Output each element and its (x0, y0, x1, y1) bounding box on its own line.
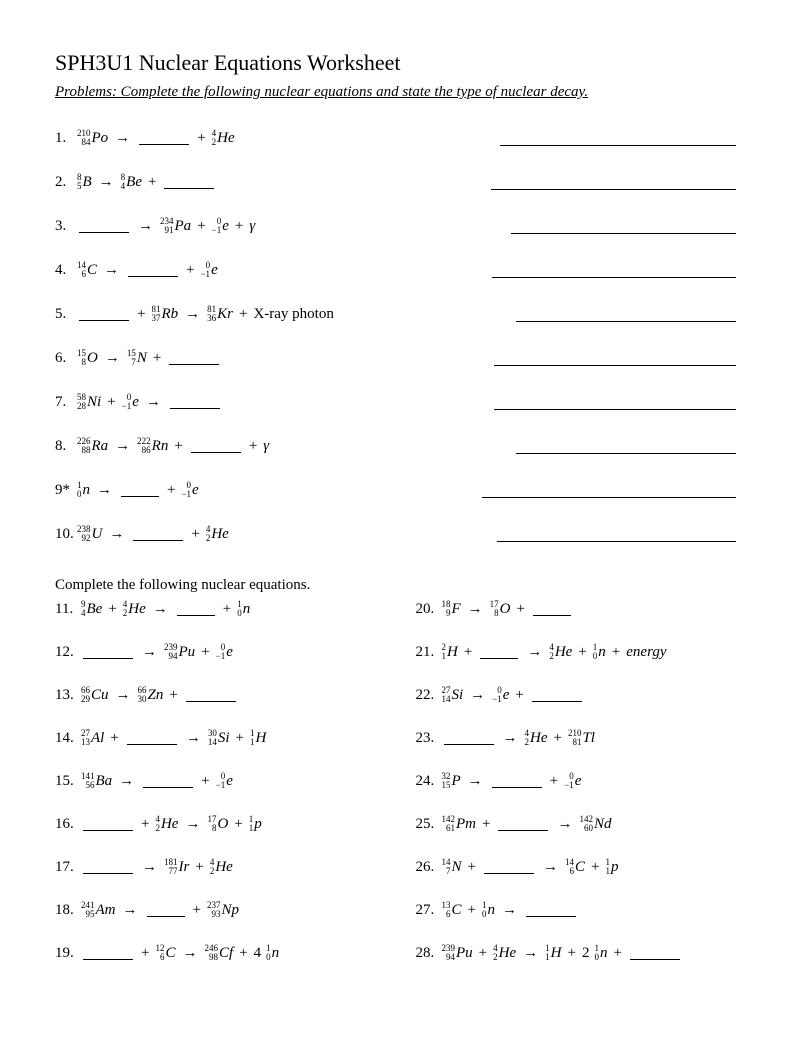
answer-blank (482, 482, 736, 498)
equation: 2714Si → 0−1e + (442, 686, 584, 704)
problem-11: 11. 94Be + 42He → + 10n (55, 600, 376, 618)
problem-number: 25. (416, 816, 442, 833)
equation: 2713Al + → 3014Si + 11H (81, 729, 266, 747)
problem-number: 3. (55, 218, 77, 235)
problem-1: 1. 21084Po → + 42He (55, 129, 736, 147)
equation: 10n → + 0−1e (77, 481, 199, 499)
equation: 94Be + 42He → + 10n (81, 600, 250, 618)
equation: 14156Ba → + 0−1e (81, 772, 233, 790)
problem-2: 2. 85B → 84Be + (55, 173, 736, 191)
problem-number: 8. (55, 438, 77, 455)
problem-number: 12. (55, 644, 81, 661)
answer-blank (494, 394, 736, 410)
problem-number: 24. (416, 773, 442, 790)
answer-blank (497, 526, 736, 542)
equation: 14261Pm + → 14260Nd (442, 815, 612, 833)
equation: 5828Ni + 0−1e → (77, 393, 222, 411)
equation: 24195Am → + 23793Np (81, 901, 239, 919)
equation: 3215P → + 0−1e (442, 772, 582, 790)
equation: 85B → 84Be + (77, 173, 216, 191)
problem-number: 14. (55, 730, 81, 747)
problem-number: 11. (55, 601, 81, 618)
equation: 21084Po → + 42He (77, 129, 235, 147)
equation: → 42He + 21081Tl (442, 729, 595, 747)
equation: 21H + → 42He + 10n + energy (442, 643, 667, 661)
problem-number: 28. (416, 945, 442, 962)
problem-8: 8. 22688Ra → 22286Rn + + γ (55, 437, 736, 455)
problem-number: 17. (55, 859, 81, 876)
problem-number: 10. (55, 526, 77, 543)
problem-number: 21. (416, 644, 442, 661)
equation: 136C + 10n → (442, 901, 578, 919)
problem-number: 6. (55, 350, 77, 367)
problem-18: 18. 24195Am → + 23793Np (55, 901, 376, 919)
answer-blank (494, 350, 736, 366)
problem-17: 17. → 18177Ir + 42He (55, 858, 376, 876)
problem-7: 7. 5828Ni + 0−1e → (55, 393, 736, 411)
problem-20: 20. 189F → 178O + (416, 600, 737, 618)
problem-number: 4. (55, 262, 77, 279)
problem-number: 16. (55, 816, 81, 833)
problem-number: 18. (55, 902, 81, 919)
equation: 23892U → + 42He (77, 525, 229, 543)
page-title: SPH3U1 Nuclear Equations Worksheet (55, 50, 736, 76)
problem-number: 1. (55, 130, 77, 147)
problem-22: 22. 2714Si → 0−1e + (416, 686, 737, 704)
problem-number: 9* (55, 482, 77, 499)
equation: 189F → 178O + (442, 600, 573, 618)
problem-15: 15. 14156Ba → + 0−1e (55, 772, 376, 790)
equation: → 23491Pa + 0−1e + γ (77, 217, 255, 235)
answer-blank (511, 218, 736, 234)
answer-blank (491, 174, 736, 190)
problem-number: 27. (416, 902, 442, 919)
equation: 6629Cu → 6630Zn + (81, 686, 238, 704)
answer-blank (500, 130, 736, 146)
problem-5: 5. + 8137Rb → 8136Kr + X-ray photon (55, 305, 736, 323)
problem-13: 13. 6629Cu → 6630Zn + (55, 686, 376, 704)
problem-24: 24. 3215P → + 0−1e (416, 772, 737, 790)
equation: + 8137Rb → 8136Kr + X-ray photon (77, 305, 334, 323)
equation: 147N + → 146C + 11p (442, 858, 619, 876)
problem-27: 27. 136C + 10n → (416, 901, 737, 919)
problem-number: 22. (416, 687, 442, 704)
problem-23: 23. → 42He + 21081Tl (416, 729, 737, 747)
equation: → 18177Ir + 42He (81, 858, 233, 876)
problem-26: 26. 147N + → 146C + 11p (416, 858, 737, 876)
problem-9: 9* 10n → + 0−1e (55, 481, 736, 499)
equation: 146C → + 0−1e (77, 261, 218, 279)
equation: + 42He → 178O + 11p (81, 815, 262, 833)
problem-21: 21. 21H + → 42He + 10n + energy (416, 643, 737, 661)
problem-number: 23. (416, 730, 442, 747)
problem-16: 16. + 42He → 178O + 11p (55, 815, 376, 833)
problem-4: 4. 146C → + 0−1e (55, 261, 736, 279)
answer-blank (492, 262, 736, 278)
equation: 23994Pu + 42He → 11H + 2 10n + (442, 944, 682, 962)
problem-number: 5. (55, 306, 77, 323)
equation: + 126C → 24698Cf + 4 10n (81, 944, 279, 962)
problem-10: 10. 23892U → + 42He (55, 525, 736, 543)
section-header: Complete the following nuclear equations… (55, 577, 736, 594)
answer-blank (516, 306, 736, 322)
problem-19: 19. + 126C → 24698Cf + 4 10n (55, 944, 376, 962)
equation: → 23994Pu + 0−1e (81, 643, 233, 661)
problem-number: 13. (55, 687, 81, 704)
problem-14: 14. 2713Al + → 3014Si + 11H (55, 729, 376, 747)
problem-number: 19. (55, 945, 81, 962)
problem-25: 25. 14261Pm + → 14260Nd (416, 815, 737, 833)
instructions: Problems: Complete the following nuclear… (55, 84, 736, 101)
problem-3: 3. → 23491Pa + 0−1e + γ (55, 217, 736, 235)
problem-number: 20. (416, 601, 442, 618)
problem-number: 26. (416, 859, 442, 876)
problem-number: 7. (55, 394, 77, 411)
problem-12: 12. → 23994Pu + 0−1e (55, 643, 376, 661)
answer-blank (516, 438, 736, 454)
problem-28: 28. 23994Pu + 42He → 11H + 2 10n + (416, 944, 737, 962)
problem-6: 6. 158O → 157N + (55, 349, 736, 367)
problem-number: 2. (55, 174, 77, 191)
equation: 22688Ra → 22286Rn + + γ (77, 437, 269, 455)
problem-number: 15. (55, 773, 81, 790)
equation: 158O → 157N + (77, 349, 221, 367)
